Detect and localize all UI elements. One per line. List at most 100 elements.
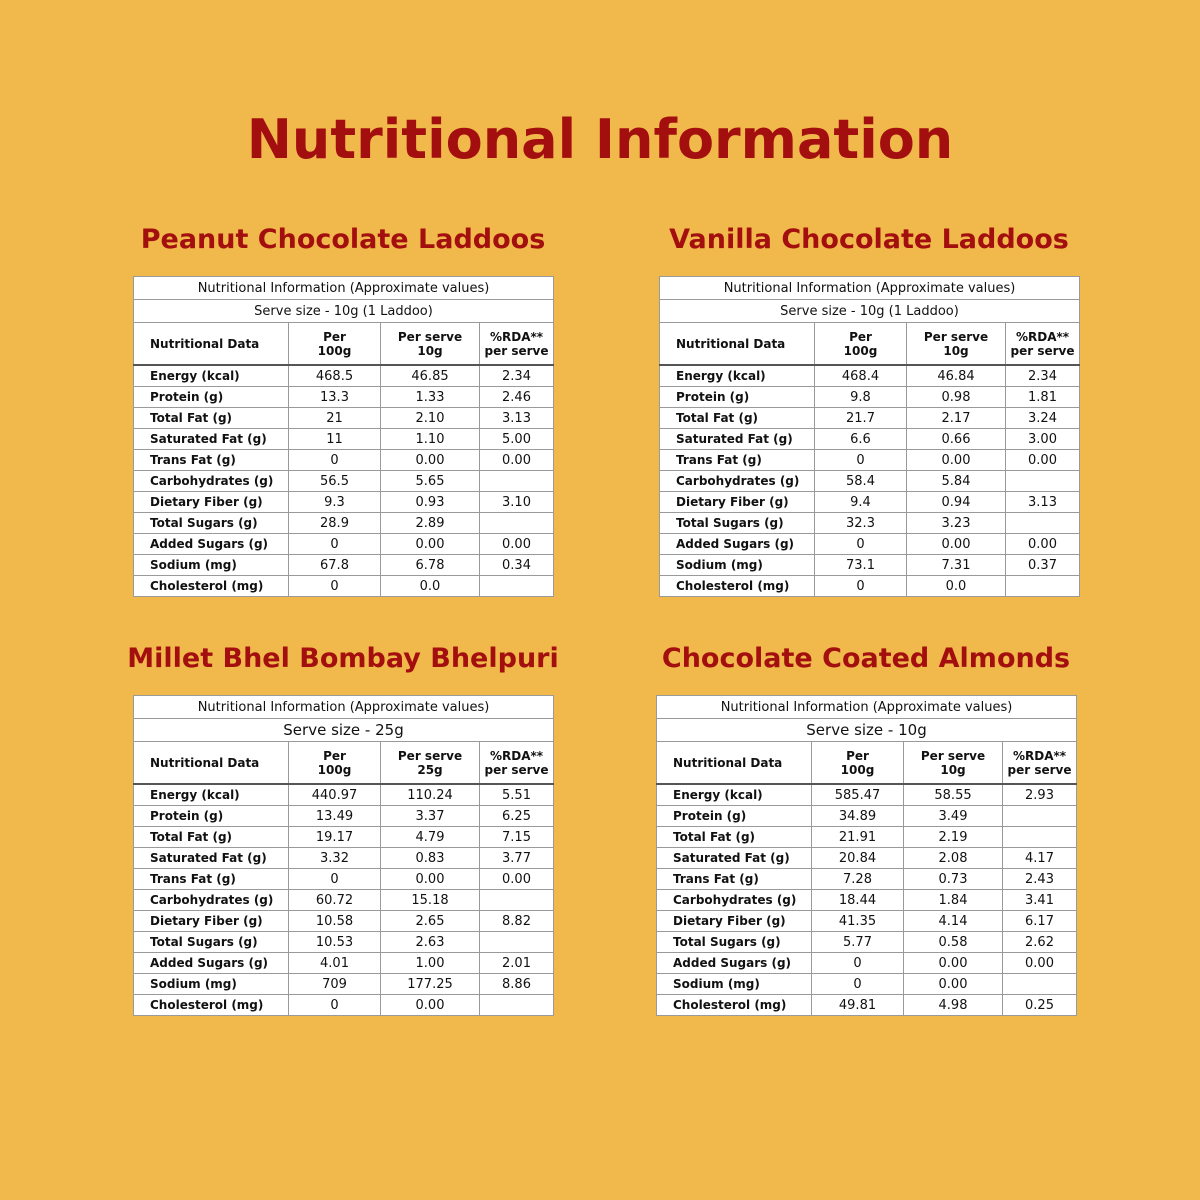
nutrient-label: Added Sugars (g) xyxy=(133,533,289,555)
nutrient-label: Sodium (mg) xyxy=(659,554,815,576)
nutrient-label: Energy (kcal) xyxy=(133,364,289,387)
data-row: Saturated Fat (g) 20.84 2.08 4.17 xyxy=(656,847,1077,869)
column-header: %RDA** per serve xyxy=(479,322,554,366)
nutrient-value: 0.00 xyxy=(1005,533,1080,555)
nutrition-table: Nutritional Information (Approximate val… xyxy=(133,276,554,597)
data-row: Added Sugars (g) 0 0.00 0.00 xyxy=(656,952,1077,974)
nutrient-value: 0.00 xyxy=(906,533,1006,555)
column-header: Nutritional Data xyxy=(133,322,289,366)
nutrient-value: 2.65 xyxy=(380,910,480,932)
nutrient-label: Saturated Fat (g) xyxy=(659,428,815,450)
nutrient-value: 0 xyxy=(814,575,907,597)
nutrient-value: 0.58 xyxy=(903,931,1003,953)
nutrition-table: Nutritional Information (Approximate val… xyxy=(659,276,1080,597)
data-row: Total Fat (g) 19.17 4.79 7.15 xyxy=(133,826,554,848)
nutrient-value: 0.37 xyxy=(1005,554,1080,576)
nutrient-value: 0 xyxy=(288,533,381,555)
nutrient-value: 58.55 xyxy=(903,783,1003,806)
nutrient-value: 6.17 xyxy=(1002,910,1077,932)
nutrient-value: 0.93 xyxy=(380,491,480,513)
data-row: Energy (kcal) 468.5 46.85 2.34 xyxy=(133,364,554,387)
nutrient-value: 0.0 xyxy=(906,575,1006,597)
nutrient-value: 3.00 xyxy=(1005,428,1080,450)
product-name: Peanut Chocolate Laddoos xyxy=(140,224,546,255)
data-row: Carbohydrates (g) 56.5 5.65 xyxy=(133,470,554,492)
nutrient-value: 3.41 xyxy=(1002,889,1077,911)
nutrient-value: 3.10 xyxy=(479,491,554,513)
nutrient-value: 4.01 xyxy=(288,952,381,974)
nutrient-value: 10.58 xyxy=(288,910,381,932)
data-row: Trans Fat (g) 0 0.00 0.00 xyxy=(133,868,554,890)
column-header: Per serve 10g xyxy=(380,322,480,366)
nutrient-value: 10.53 xyxy=(288,931,381,953)
nutrient-value: 49.81 xyxy=(811,994,904,1016)
data-row: Added Sugars (g) 0 0.00 0.00 xyxy=(659,533,1080,555)
caption-row: Nutritional Information (Approximate val… xyxy=(133,276,554,300)
data-row: Dietary Fiber (g) 41.35 4.14 6.17 xyxy=(656,910,1077,932)
nutrient-value: 177.25 xyxy=(380,973,480,995)
nutrient-label: Total Sugars (g) xyxy=(133,512,289,534)
nutrient-value xyxy=(1005,470,1080,492)
serve-size: Serve size - 10g xyxy=(656,718,1077,742)
nutrient-value: 0 xyxy=(811,952,904,974)
data-row: Protein (g) 34.89 3.49 xyxy=(656,805,1077,827)
data-row: Sodium (mg) 73.1 7.31 0.37 xyxy=(659,554,1080,576)
nutrient-value: 73.1 xyxy=(814,554,907,576)
nutrient-label: Total Fat (g) xyxy=(133,407,289,429)
nutrient-value: 56.5 xyxy=(288,470,381,492)
column-header: %RDA** per serve xyxy=(1005,322,1080,366)
nutrient-label: Trans Fat (g) xyxy=(659,449,815,471)
data-row: Added Sugars (g) 4.01 1.00 2.01 xyxy=(133,952,554,974)
nutrient-value: 9.4 xyxy=(814,491,907,513)
nutrient-label: Dietary Fiber (g) xyxy=(133,491,289,513)
nutrient-value: 3.24 xyxy=(1005,407,1080,429)
nutrient-value: 0.98 xyxy=(906,386,1006,408)
nutrient-value: 9.8 xyxy=(814,386,907,408)
nutrient-label: Total Sugars (g) xyxy=(656,931,812,953)
nutrient-value: 0 xyxy=(811,973,904,995)
serve-row: Serve size - 10g (1 Laddoo) xyxy=(133,299,554,323)
table-body: Nutritional Information (Approximate val… xyxy=(133,695,554,1016)
nutrient-label: Total Fat (g) xyxy=(656,826,812,848)
data-row: Carbohydrates (g) 18.44 1.84 3.41 xyxy=(656,889,1077,911)
nutrient-value: 58.4 xyxy=(814,470,907,492)
product-block: Millet Bhel Bombay Bhelpuri Nutritional I… xyxy=(127,643,559,1016)
nutrient-label: Dietary Fiber (g) xyxy=(659,491,815,513)
nutrient-value: 13.49 xyxy=(288,805,381,827)
nutrition-table: Nutritional Information (Approximate val… xyxy=(133,695,554,1016)
nutrient-label: Added Sugars (g) xyxy=(133,952,289,974)
nutrient-value: 67.8 xyxy=(288,554,381,576)
data-row: Total Sugars (g) 10.53 2.63 xyxy=(133,931,554,953)
nutrient-value: 3.13 xyxy=(1005,491,1080,513)
nutrient-value: 2.63 xyxy=(380,931,480,953)
data-row: Energy (kcal) 468.4 46.84 2.34 xyxy=(659,364,1080,387)
nutrient-value: 7.15 xyxy=(479,826,554,848)
data-row: Sodium (mg) 67.8 6.78 0.34 xyxy=(133,554,554,576)
nutrient-label: Carbohydrates (g) xyxy=(656,889,812,911)
nutrient-value: 19.17 xyxy=(288,826,381,848)
table-body: Nutritional Information (Approximate val… xyxy=(659,276,1080,597)
nutrient-value: 28.9 xyxy=(288,512,381,534)
nutrient-label: Protein (g) xyxy=(656,805,812,827)
serve-row: Serve size - 25g xyxy=(133,718,554,742)
nutrient-value: 4.79 xyxy=(380,826,480,848)
nutrient-value: 1.10 xyxy=(380,428,480,450)
nutrient-value: 3.49 xyxy=(903,805,1003,827)
nutrient-value xyxy=(479,931,554,953)
nutrient-label: Energy (kcal) xyxy=(659,364,815,387)
nutrient-label: Added Sugars (g) xyxy=(659,533,815,555)
nutrient-value: 468.4 xyxy=(814,364,907,387)
data-row: Added Sugars (g) 0 0.00 0.00 xyxy=(133,533,554,555)
column-header: Per 100g xyxy=(288,322,381,366)
data-row: Energy (kcal) 585.47 58.55 2.93 xyxy=(656,783,1077,806)
data-row: Carbohydrates (g) 60.72 15.18 xyxy=(133,889,554,911)
nutrient-value: 0.00 xyxy=(479,533,554,555)
nutrient-label: Energy (kcal) xyxy=(656,783,812,806)
nutrient-value xyxy=(1002,805,1077,827)
nutrient-value: 2.08 xyxy=(903,847,1003,869)
nutrient-value: 2.01 xyxy=(479,952,554,974)
serve-row: Serve size - 10g xyxy=(656,718,1077,742)
nutrient-value: 0.00 xyxy=(1002,952,1077,974)
nutrient-value: 0.25 xyxy=(1002,994,1077,1016)
